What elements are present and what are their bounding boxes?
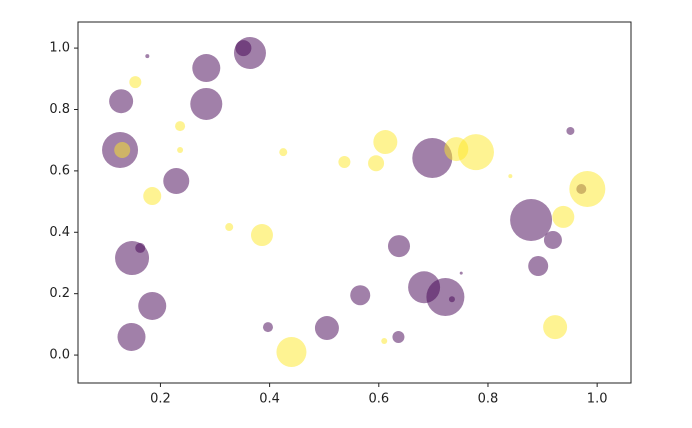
y-tick-label: 0.4 — [49, 225, 70, 240]
point — [129, 76, 142, 89]
point — [368, 155, 385, 172]
point — [114, 142, 131, 159]
point — [314, 316, 339, 341]
point — [135, 242, 146, 253]
point — [338, 155, 351, 168]
point — [381, 337, 388, 344]
x-tick-label: 0.4 — [259, 392, 280, 407]
point — [457, 134, 494, 171]
point — [262, 322, 273, 333]
point — [510, 198, 553, 241]
point — [109, 89, 134, 114]
point — [177, 147, 184, 154]
point — [163, 168, 190, 195]
point — [279, 148, 288, 157]
y-tick-label: 0.8 — [49, 102, 70, 117]
point — [117, 322, 146, 351]
point — [192, 54, 221, 83]
point — [448, 296, 455, 303]
point — [350, 285, 371, 306]
x-tick-label: 0.2 — [150, 392, 171, 407]
point — [392, 330, 405, 343]
point — [143, 187, 162, 206]
point — [528, 256, 549, 277]
point — [373, 130, 398, 155]
point — [543, 315, 568, 340]
plot-frame — [77, 21, 632, 384]
point — [225, 223, 234, 232]
x-tick-label: 0.6 — [368, 392, 389, 407]
point — [508, 174, 513, 179]
x-tick-label: 1.0 — [587, 392, 608, 407]
point — [459, 271, 463, 275]
point — [412, 137, 453, 178]
point — [426, 278, 465, 317]
x-tick-label: 0.8 — [478, 392, 499, 407]
point — [276, 336, 307, 367]
y-tick-label: 0.0 — [49, 348, 70, 363]
point — [175, 121, 186, 132]
point — [250, 224, 273, 247]
point — [145, 54, 150, 59]
point — [566, 126, 575, 135]
point — [190, 87, 223, 120]
point — [387, 235, 410, 258]
y-tick-label: 1.0 — [49, 41, 70, 56]
y-tick-label: 0.6 — [49, 163, 70, 178]
y-tick-label: 0.2 — [49, 286, 70, 301]
point — [138, 291, 167, 320]
point — [569, 170, 606, 207]
point — [552, 205, 575, 228]
point — [235, 40, 252, 57]
point — [543, 230, 562, 249]
